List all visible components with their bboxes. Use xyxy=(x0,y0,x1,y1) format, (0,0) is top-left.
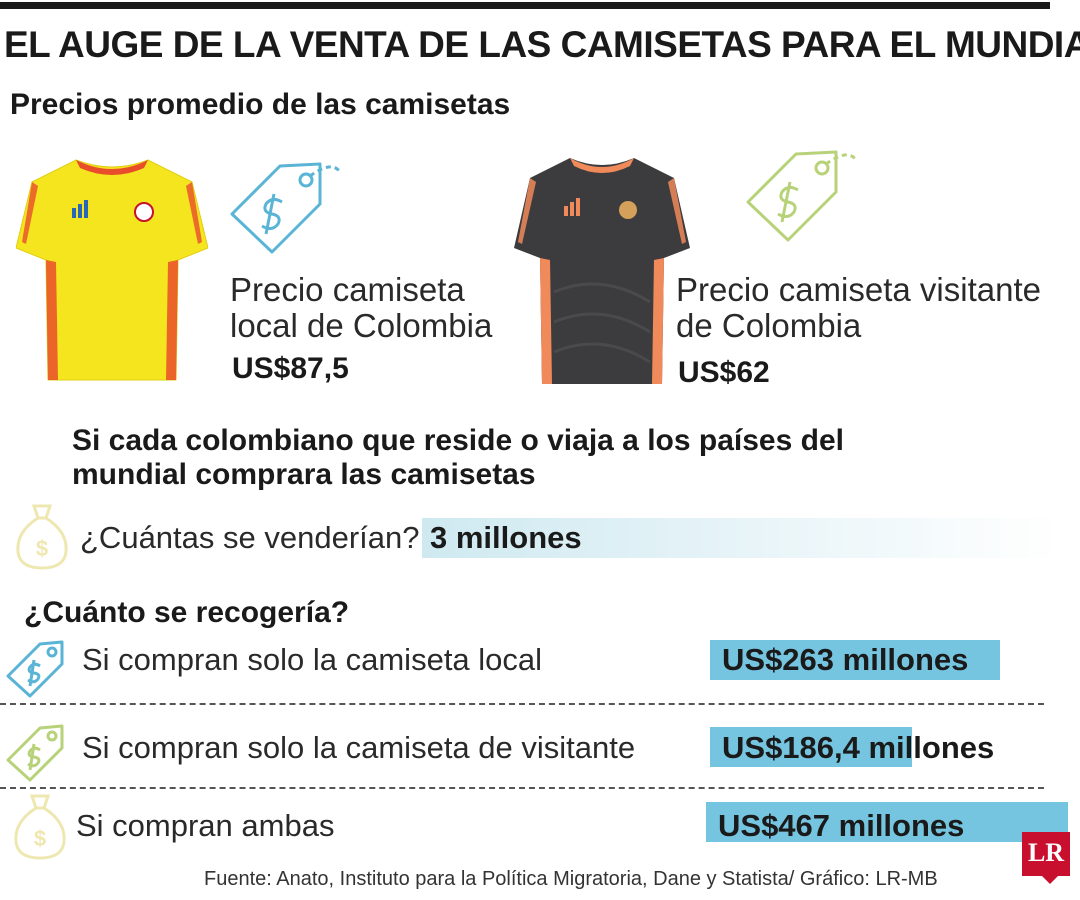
row-value-bar-away xyxy=(710,727,912,767)
money-bag-icon: $ xyxy=(14,794,66,860)
home-jersey-image xyxy=(16,159,208,381)
section-subtitle: Precios promedio de las camisetas xyxy=(10,88,511,121)
away-jersey-desc-line2: de Colombia xyxy=(676,307,862,344)
home-jersey-desc-line1: Precio camiseta xyxy=(230,271,465,308)
row-label-both: Si compran ambas xyxy=(76,808,335,843)
away-jersey-image xyxy=(514,158,690,384)
row-value-bar-both xyxy=(706,802,1068,842)
top-rule xyxy=(0,2,1050,9)
page-title: EL AUGE DE LA VENTA DE LAS CAMISETAS PAR… xyxy=(4,24,1080,65)
svg-text:$: $ xyxy=(36,536,48,561)
price-tag-icon xyxy=(6,640,64,698)
row-value-local: US$263 millones xyxy=(722,642,969,677)
source-note: Fuente: Anato, Instituto para la Polític… xyxy=(204,868,938,890)
row-value-both: US$467 millones xyxy=(718,808,965,843)
lr-logo-tail xyxy=(1040,874,1060,884)
home-jersey-price: US$87,5 xyxy=(232,352,349,385)
scenario-title-line2: mundial comprara las camisetas xyxy=(72,458,536,491)
row-value-bar-local xyxy=(710,640,1000,680)
away-jersey-price: US$62 xyxy=(678,356,770,389)
money-bag-icon: $ xyxy=(16,504,68,570)
price-tag-icon xyxy=(6,724,64,782)
row-label-local: Si compran solo la camiseta local xyxy=(82,642,543,677)
row-divider xyxy=(0,787,1044,789)
svg-text:$: $ xyxy=(34,826,46,851)
row-label-away: Si compran solo la camiseta de visitante xyxy=(82,730,636,765)
price-tag-icon xyxy=(746,150,858,242)
home-jersey-desc-line2: local de Colombia xyxy=(230,307,493,344)
scenario-title-line1: Si cada colombiano que reside o viaja a … xyxy=(72,424,844,457)
collection-title: ¿Cuánto se recogería? xyxy=(24,596,350,629)
row-divider xyxy=(0,703,1044,705)
units-bar xyxy=(422,518,1060,558)
away-jersey-desc-line1: Precio camiseta visitante xyxy=(676,271,1041,308)
units-question: ¿Cuántas se venderían? xyxy=(80,520,420,555)
row-value-away: US$186,4 millones xyxy=(722,730,995,765)
lr-logo: LR xyxy=(1022,832,1070,876)
price-tag-icon xyxy=(230,162,342,254)
units-answer: 3 millones xyxy=(430,520,582,555)
